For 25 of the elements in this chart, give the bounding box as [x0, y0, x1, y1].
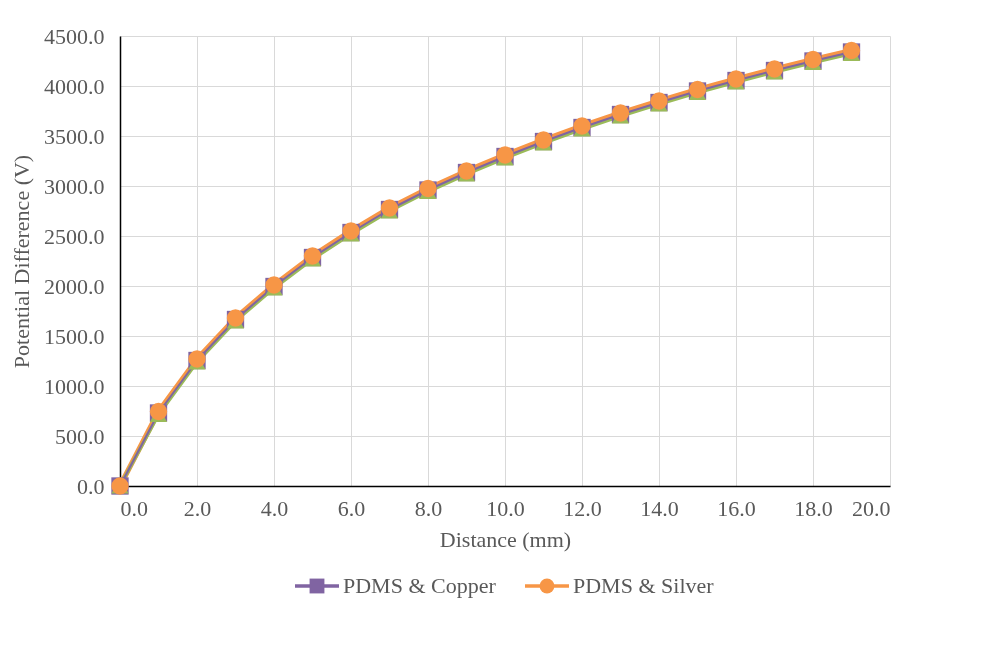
x-tick-label: 14.0 [640, 495, 679, 521]
y-tick-label: 4000.0 [44, 73, 105, 99]
y-tick-label: 500.0 [55, 423, 105, 449]
x-tick-label: 18.0 [794, 495, 833, 521]
x-tick-label: 0.0 [120, 495, 148, 521]
y-tick-label: 4500.0 [44, 23, 105, 49]
x-tick-label: 6.0 [337, 495, 366, 521]
y-tick-label: 3000.0 [44, 173, 105, 199]
x-axis-title: Distance (mm) [439, 526, 572, 552]
y-tick-label: 3500.0 [44, 123, 105, 149]
x-tick-label: 4.0 [260, 495, 289, 521]
legend-label: PDMS & Copper [343, 573, 497, 598]
y-tick-label: 2000.0 [44, 273, 105, 299]
legend-label: PDMS & Silver [573, 573, 715, 598]
y-tick-label: 2500.0 [44, 223, 105, 249]
x-tick-label: 16.0 [717, 495, 756, 521]
y-tick-label: 1500.0 [44, 323, 105, 349]
x-tick-label: 12.0 [563, 495, 602, 521]
x-tick-label: 2.0 [183, 495, 212, 521]
y-axis-title: Potential Difference (V) [9, 154, 34, 369]
y-tick-label: 0.0 [77, 473, 105, 499]
x-tick-label: 8.0 [414, 495, 443, 521]
x-tick-label: 20.0 [852, 495, 891, 521]
x-tick-label: 10.0 [486, 495, 525, 521]
y-tick-label: 1000.0 [44, 373, 105, 399]
